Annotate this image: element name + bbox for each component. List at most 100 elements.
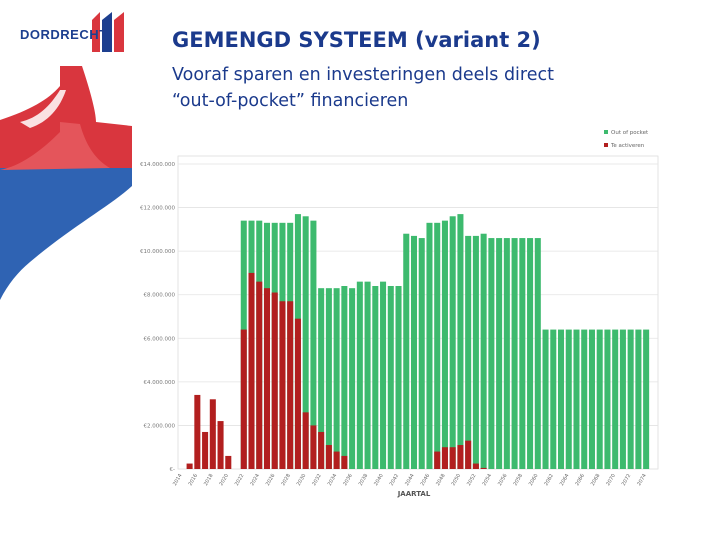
y-axis-ticks: €- €2.000.000 €4.000.000 €6.000.000 €8.000.0… <box>140 162 175 473</box>
logo-flag-blue <box>102 12 112 52</box>
bar-te-activeren <box>341 455 348 469</box>
bar-te-activeren <box>194 394 201 469</box>
bar-out-of-pocket <box>465 235 472 469</box>
bar-te-activeren <box>457 445 464 469</box>
bar-chart: €- €2.000.000 €4.000.000 €6.000.000 €8.000.0… <box>140 130 659 498</box>
white-swoosh <box>20 90 66 128</box>
bar-out-of-pocket <box>573 329 580 469</box>
subtitle-line-2: “out-of-pocket” financieren <box>172 91 409 111</box>
x-tick-label: 2072 <box>621 473 633 487</box>
bar-te-activeren <box>279 301 286 469</box>
bar-te-activeren <box>271 292 278 469</box>
bar-te-activeren <box>472 463 479 469</box>
bar-te-activeren <box>240 329 247 469</box>
logo-flag-red-2 <box>114 12 124 52</box>
bar-out-of-pocket <box>434 222 441 469</box>
bars <box>186 214 650 469</box>
logo-flag-red <box>92 12 100 52</box>
x-axis-label: JAARTAL <box>397 490 431 498</box>
x-tick-label: 2058 <box>512 473 524 487</box>
legend-swatch <box>604 130 608 134</box>
y-tick-label: €8.000.000 <box>144 293 176 299</box>
page-subtitle: Vooraf sparen en investeringen deels dir… <box>172 62 692 114</box>
bar-out-of-pocket <box>542 329 549 469</box>
x-tick-label: 2046 <box>420 473 432 487</box>
x-tick-label: 2052 <box>466 473 478 487</box>
blue-wave-shape <box>0 168 132 300</box>
bar-te-activeren <box>225 455 232 469</box>
x-tick-label: 2050 <box>451 473 463 487</box>
bar-out-of-pocket <box>410 235 418 469</box>
y-tick-label: €4.000.000 <box>144 380 176 386</box>
bar-te-activeren <box>186 463 193 469</box>
bar-out-of-pocket <box>588 329 595 469</box>
bar-out-of-pocket <box>426 222 433 469</box>
logo-wordmark: DORDRECHT <box>20 27 108 42</box>
x-tick-label: 2032 <box>311 473 323 487</box>
bar-te-activeren <box>480 467 487 469</box>
bar-out-of-pocket <box>457 214 464 469</box>
bar-out-of-pocket <box>565 329 572 469</box>
bar-out-of-pocket <box>612 329 619 469</box>
bar-te-activeren <box>202 431 209 469</box>
bar-out-of-pocket <box>325 288 332 469</box>
bar-out-of-pocket <box>643 329 650 469</box>
bar-out-of-pocket <box>527 238 534 469</box>
bar-out-of-pocket <box>550 329 557 469</box>
bar-te-activeren <box>325 445 332 469</box>
bar-out-of-pocket <box>472 235 479 469</box>
bar-out-of-pocket <box>503 238 510 469</box>
bar-out-of-pocket <box>387 286 394 469</box>
bar-te-activeren <box>287 301 294 469</box>
x-tick-label: 2040 <box>373 473 385 487</box>
legend-label: Out of pocket <box>611 130 649 136</box>
x-tick-label: 2030 <box>296 473 308 487</box>
x-tick-label: 2060 <box>528 473 540 487</box>
brand-decoration <box>0 12 132 300</box>
bar-te-activeren <box>209 399 216 469</box>
y-tick-label: €6.000.000 <box>144 336 176 342</box>
bar-out-of-pocket <box>403 233 410 469</box>
bar-te-activeren <box>302 412 309 469</box>
x-tick-label: 2018 <box>203 473 215 487</box>
bar-out-of-pocket <box>364 281 371 469</box>
bar-out-of-pocket <box>341 286 348 469</box>
bar-out-of-pocket <box>418 238 425 469</box>
x-tick-label: 2028 <box>280 473 292 487</box>
bar-out-of-pocket <box>441 220 448 469</box>
y-tick-label: €- <box>170 467 175 473</box>
x-tick-label: 2044 <box>404 473 416 487</box>
x-tick-label: 2022 <box>234 473 246 487</box>
x-tick-label: 2056 <box>497 473 509 487</box>
x-tick-label: 2074 <box>636 473 648 487</box>
x-tick-label: 2048 <box>435 473 447 487</box>
x-tick-label: 2014 <box>172 473 184 487</box>
x-tick-label: 2020 <box>218 473 230 487</box>
x-tick-label: 2034 <box>327 473 339 487</box>
bar-te-activeren <box>256 281 263 469</box>
bar-out-of-pocket <box>356 281 363 469</box>
x-tick-label: 2038 <box>358 473 370 487</box>
bar-out-of-pocket <box>480 233 487 469</box>
x-tick-label: 2042 <box>389 473 401 487</box>
bar-out-of-pocket <box>619 329 626 469</box>
chart-legend: Out of pocket Te activeren <box>604 130 649 149</box>
x-tick-label: 2062 <box>543 473 555 487</box>
bar-out-of-pocket <box>511 238 518 469</box>
bar-out-of-pocket <box>333 288 340 469</box>
bar-out-of-pocket <box>635 329 642 469</box>
bar-out-of-pocket <box>596 329 603 469</box>
x-axis-ticks: 2014 2016 2018 2020 2022 2024 2026 2028 2030 2032… <box>172 473 648 487</box>
bar-out-of-pocket <box>318 288 325 469</box>
x-tick-label: 2070 <box>605 473 617 487</box>
y-tick-label: €2.000.000 <box>144 423 176 429</box>
legend-swatch <box>604 143 608 147</box>
page-title: GEMENGD SYSTEEM (variant 2) <box>172 28 541 52</box>
bar-te-activeren <box>434 451 441 469</box>
y-tick-label: €10.000.000 <box>140 249 175 255</box>
legend-label: Te activeren <box>610 143 645 149</box>
bar-out-of-pocket <box>604 329 611 469</box>
bar-out-of-pocket <box>627 329 634 469</box>
bar-out-of-pocket <box>534 238 541 469</box>
bar-te-activeren <box>217 421 224 469</box>
